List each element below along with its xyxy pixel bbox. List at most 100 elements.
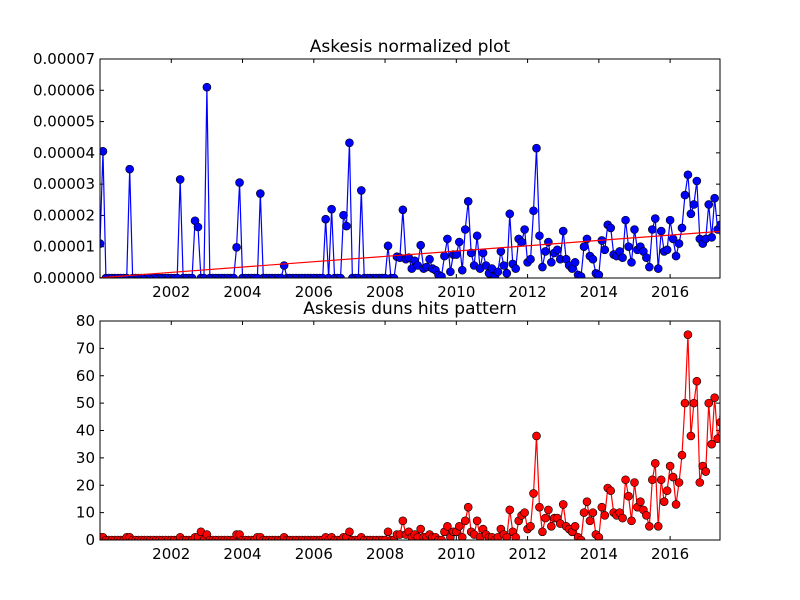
data-point (689, 200, 699, 209)
data-point (689, 398, 699, 408)
data-point (713, 434, 720, 444)
chart-title: Askesis duns hits pattern (303, 299, 517, 319)
data-point (511, 532, 521, 540)
data-point (701, 467, 711, 476)
data-point (232, 243, 241, 252)
data-point (547, 258, 556, 267)
data-point (647, 225, 657, 234)
data-point (279, 261, 289, 270)
y-tick-label: 80 (76, 312, 95, 330)
data-point (511, 264, 521, 273)
x-tick-label: 2014 (580, 283, 618, 301)
y-tick-label: 10 (76, 504, 95, 522)
data-point (463, 197, 473, 206)
y-tick-label: 0.00006 (33, 81, 95, 99)
data-point (235, 178, 244, 187)
data-point (356, 186, 366, 195)
data-point (650, 459, 660, 468)
plot-frame (99, 320, 721, 541)
data-point (327, 204, 336, 214)
data-point (443, 522, 452, 531)
data-point (585, 516, 595, 526)
x-tick-label: 2002 (152, 545, 190, 563)
data-point (665, 215, 675, 225)
x-tick-label: 2012 (508, 283, 546, 301)
data-point (704, 398, 714, 408)
data-point (659, 497, 669, 506)
y-tick-label: 70 (76, 339, 95, 357)
axis-ticks: 0 10 20 30 40 50 60 70 80 2002 2004 2006 2008 2010 201… (76, 312, 720, 563)
plot-clip-group (100, 82, 720, 278)
data-point (677, 450, 687, 460)
data-point (692, 376, 702, 386)
data-point (499, 261, 509, 270)
data-point (653, 264, 663, 273)
data-point (544, 505, 553, 515)
data-point (665, 461, 675, 471)
data-point (502, 269, 512, 278)
y-tick-label: 50 (76, 394, 95, 412)
data-point (650, 214, 660, 223)
data-point (716, 418, 720, 427)
data-point (677, 223, 687, 233)
data-point (125, 164, 134, 174)
data-point (636, 497, 645, 506)
plot-area (100, 82, 720, 278)
data-point (624, 491, 633, 501)
data-point (383, 527, 393, 537)
data-point (710, 193, 719, 203)
y-tick-label: 0.00005 (33, 113, 95, 131)
data-point (645, 262, 654, 272)
data-point (606, 223, 616, 233)
data-point (656, 475, 666, 485)
data-point (520, 225, 529, 234)
data-point (627, 258, 636, 267)
data-point (582, 497, 592, 506)
x-tick-label: 2010 (437, 545, 475, 563)
data-point (627, 516, 636, 526)
x-tick-label: 2006 (295, 283, 333, 301)
normalized-plot-chart: Askesis normalized plot 0.000000.000010.… (33, 37, 721, 301)
y-tick-label: 0.00001 (33, 238, 95, 256)
data-point (466, 248, 476, 258)
x-tick-label: 2006 (295, 545, 333, 563)
y-tick-label: 0.00004 (33, 144, 95, 162)
data-point (443, 234, 452, 244)
data-point (437, 535, 446, 540)
data-point (618, 253, 627, 262)
data-point (383, 241, 393, 251)
data-point (416, 524, 425, 534)
duns-hits-chart: Askesis duns hits pattern 0 10 20 30 40 50 60 7… (76, 299, 721, 563)
y-tick-label: 20 (76, 476, 95, 494)
data-point (576, 535, 586, 540)
data-point (398, 516, 408, 526)
data-point (505, 209, 515, 219)
data-point (472, 516, 482, 526)
x-tick-label: 2008 (366, 283, 404, 301)
data-point (472, 231, 482, 241)
data-point (463, 502, 473, 512)
data-point (597, 502, 607, 512)
data-point (505, 505, 515, 515)
data-point (588, 254, 598, 264)
data-point (570, 258, 580, 267)
data-point (624, 242, 633, 252)
y-tick-label: 0.00003 (33, 175, 95, 193)
data-point (579, 242, 589, 252)
plot-area (100, 330, 720, 540)
data-point (671, 251, 681, 261)
data-point (710, 393, 719, 402)
data-point (532, 143, 541, 153)
data-point (642, 511, 651, 520)
data-point (517, 237, 526, 247)
data-point (100, 239, 105, 248)
y-tick-label: 0.00000 (33, 269, 95, 287)
data-point (656, 226, 666, 236)
data-point (345, 138, 354, 148)
data-point (457, 265, 467, 275)
data-point (446, 267, 455, 277)
data-point (692, 176, 702, 186)
y-tick-label: 60 (76, 367, 95, 385)
data-point (600, 511, 610, 520)
data-point (520, 508, 529, 517)
